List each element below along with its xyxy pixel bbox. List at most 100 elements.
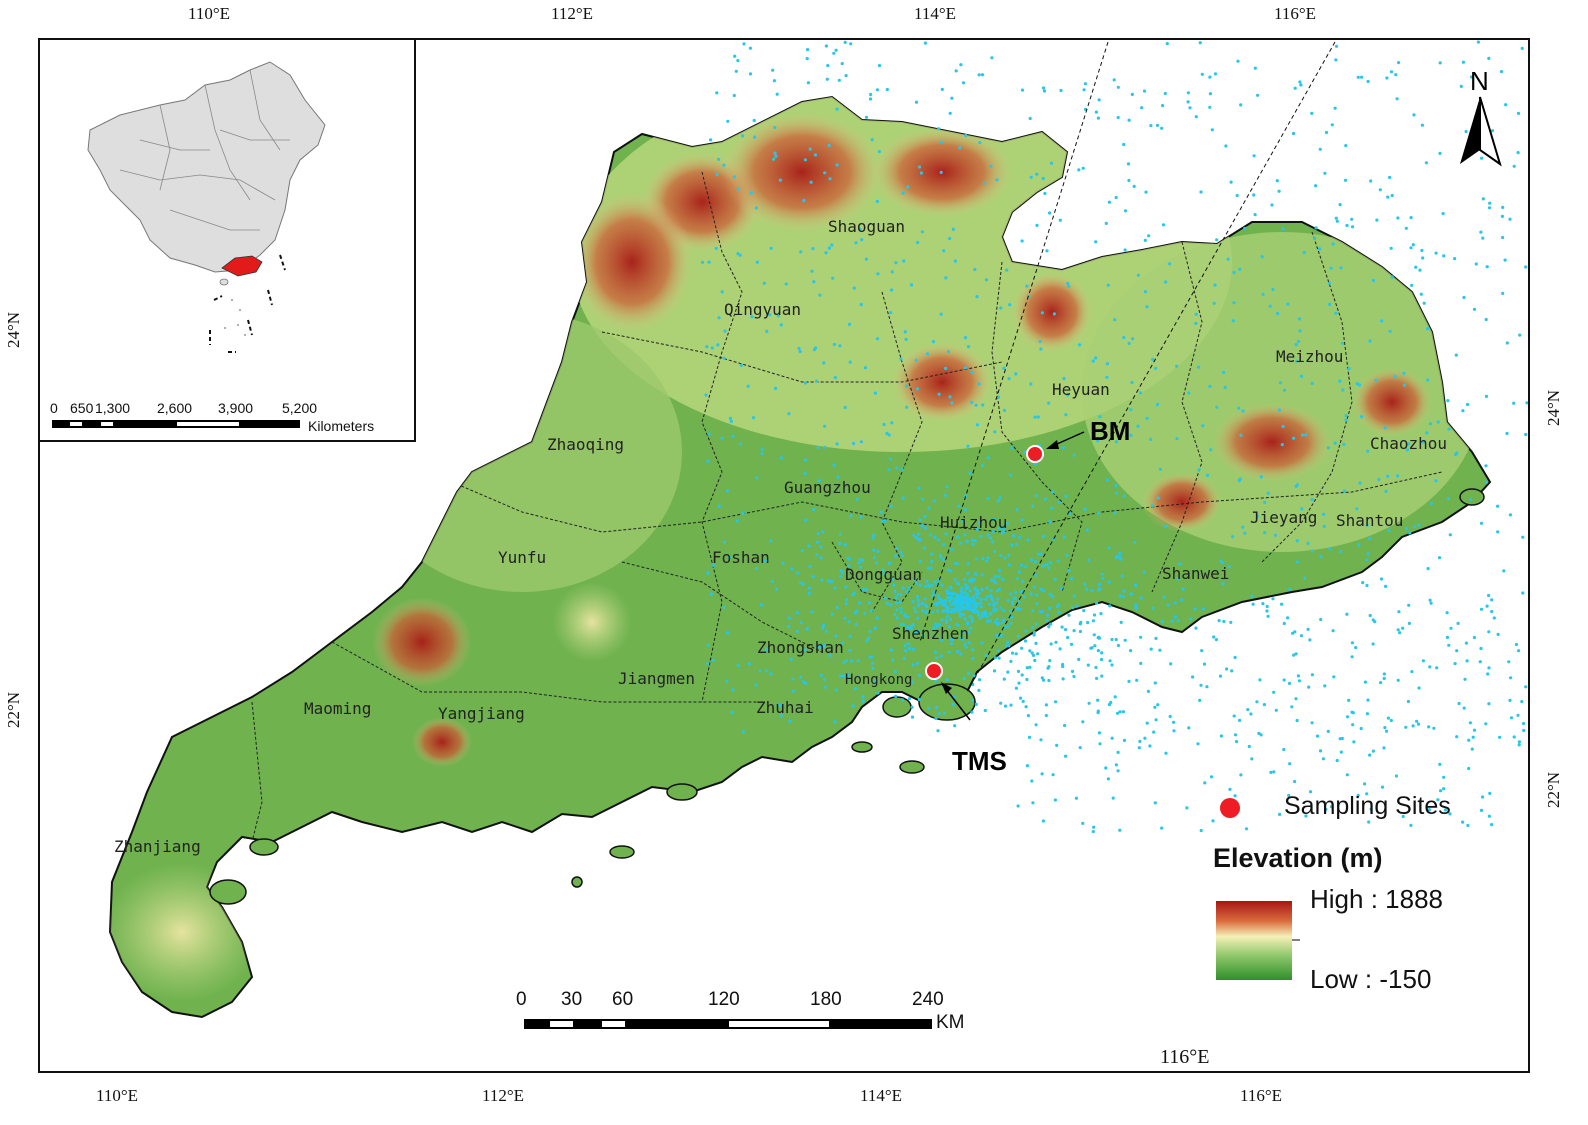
sample-point [1323, 684, 1327, 688]
sample-point [890, 270, 894, 274]
sample-point [942, 711, 947, 715]
sample-point [1040, 676, 1044, 680]
sample-point [1271, 597, 1275, 601]
sample-point [979, 601, 983, 605]
sample-point [953, 592, 957, 596]
sample-point [1066, 393, 1070, 397]
sample-point [1039, 587, 1043, 591]
sample-point [1259, 475, 1263, 479]
sample-point [1014, 372, 1018, 376]
sample-point [1136, 424, 1140, 428]
sample-point [1371, 642, 1375, 646]
sample-point [1407, 621, 1411, 626]
sample-point [936, 729, 940, 733]
sample-point [895, 616, 899, 620]
sample-point [1522, 728, 1526, 733]
sample-point [1293, 779, 1297, 784]
sample-point [821, 530, 825, 534]
sample-point [965, 594, 969, 598]
sample-point [717, 316, 721, 320]
sample-point [1145, 721, 1149, 725]
sample-point [1048, 659, 1052, 663]
sample-point [937, 127, 941, 131]
sample-point [882, 572, 886, 576]
sample-point [1143, 736, 1147, 740]
sample-point [1033, 658, 1037, 663]
sample-point [731, 688, 735, 692]
sample-point [1110, 663, 1114, 667]
sample-point [1010, 602, 1015, 606]
sample-point [704, 393, 708, 397]
sample-point [1025, 284, 1029, 288]
sample-point [1250, 594, 1254, 598]
sample-point [876, 691, 880, 695]
sample-point [1176, 619, 1180, 623]
sample-point [1149, 647, 1153, 651]
sample-point [910, 715, 915, 719]
sample-point [838, 532, 843, 536]
sample-point [834, 48, 838, 52]
sample-point [824, 44, 829, 48]
sample-point [732, 93, 736, 98]
sample-point [860, 238, 864, 242]
sample-point [1169, 662, 1173, 666]
sample-point [869, 92, 873, 97]
sample-point [975, 423, 980, 427]
sample-point [826, 64, 830, 68]
site-marker-tms[interactable] [925, 662, 943, 680]
sample-point [859, 302, 863, 307]
sample-point [1053, 798, 1057, 802]
sample-point [973, 603, 977, 607]
sample-point [1108, 604, 1112, 608]
north-arrow-icon: N [1460, 66, 1502, 167]
sample-point [943, 603, 947, 607]
sample-point [1333, 441, 1337, 445]
right-tick-label: 24°N [1544, 389, 1564, 427]
sample-point [1252, 154, 1256, 158]
sample-point [1096, 649, 1100, 653]
sample-point [1065, 553, 1069, 557]
sample-point [1280, 443, 1284, 447]
sample-point [1310, 498, 1314, 502]
sample-point [1067, 613, 1071, 617]
sample-point [1096, 511, 1100, 515]
sample-point [738, 253, 742, 257]
sample-point [1239, 103, 1243, 107]
sample-point [853, 686, 858, 691]
sample-point [807, 586, 812, 590]
sample-point [879, 510, 883, 514]
sample-point [948, 395, 952, 399]
sample-point [1096, 439, 1100, 443]
sample-point [927, 506, 931, 510]
sample-point [1371, 749, 1375, 753]
sample-point [770, 580, 775, 584]
sample-point [968, 596, 972, 601]
sample-point [991, 540, 995, 544]
sample-point [907, 646, 912, 651]
sample-point [1385, 76, 1389, 80]
sample-point [1379, 577, 1384, 581]
sample-point [780, 456, 784, 460]
sample-point [1007, 553, 1011, 557]
sample-point [905, 405, 909, 409]
site-marker-bm[interactable] [1026, 445, 1044, 463]
sample-point [803, 381, 808, 385]
sample-point [1250, 757, 1254, 761]
sample-point [1018, 607, 1022, 611]
sample-point [802, 680, 806, 684]
sample-point [1077, 168, 1081, 172]
sample-point [858, 557, 862, 562]
sample-point [1041, 86, 1046, 90]
sample-point [1421, 440, 1425, 444]
sample-point [1156, 496, 1160, 500]
city-label: Jiangmen [618, 669, 695, 688]
sample-point [1303, 576, 1307, 580]
sample-point [1008, 303, 1012, 307]
sample-point [755, 476, 759, 480]
sample-point [870, 661, 875, 665]
sample-point [992, 603, 996, 607]
sample-point [1199, 828, 1203, 833]
sample-point [969, 600, 973, 604]
sample-point [1293, 630, 1297, 634]
sample-point [940, 618, 944, 622]
